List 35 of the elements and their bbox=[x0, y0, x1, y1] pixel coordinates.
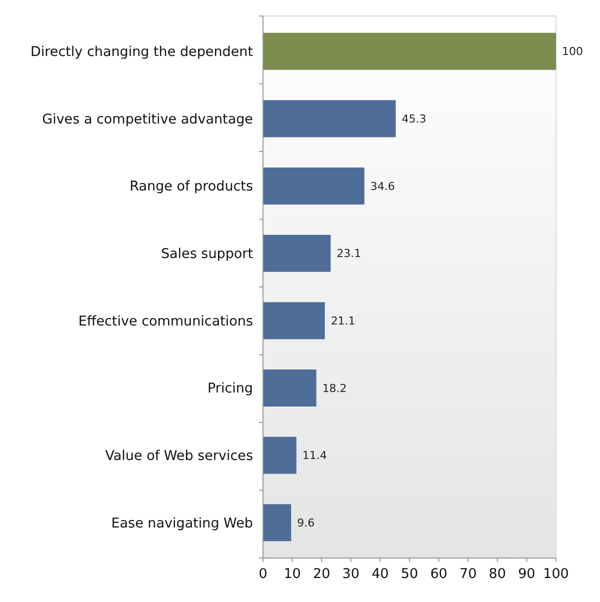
data-label: 18.2 bbox=[322, 382, 347, 395]
y-tick-label: Gives a competitive advantage bbox=[42, 111, 253, 128]
data-label: 34.6 bbox=[370, 180, 395, 193]
x-tick-label: 90 bbox=[518, 566, 536, 582]
bar bbox=[263, 302, 325, 340]
bar bbox=[263, 504, 292, 542]
y-tick-label: Range of products bbox=[130, 178, 253, 195]
data-label: 21.1 bbox=[330, 314, 356, 328]
data-label: 9.6 bbox=[297, 516, 315, 530]
bar bbox=[263, 167, 364, 205]
bar bbox=[263, 234, 331, 272]
y-tick-label: Ease navigating Web bbox=[111, 515, 253, 532]
x-tick-label: 10 bbox=[284, 566, 301, 582]
x-tick-label: 0 bbox=[258, 566, 268, 582]
x-tick-label: 20 bbox=[313, 566, 330, 582]
data-label: 100 bbox=[562, 45, 583, 58]
bar bbox=[263, 32, 556, 70]
data-label: 23.1 bbox=[336, 247, 362, 260]
x-tick-label: 100 bbox=[543, 566, 569, 582]
bar bbox=[263, 436, 296, 474]
bar bbox=[263, 369, 316, 407]
data-label: 11.4 bbox=[302, 449, 327, 462]
y-tick-label: Value of Web services bbox=[105, 448, 253, 464]
x-tick-label: 80 bbox=[488, 566, 506, 582]
y-tick-label: Directly changing the dependent bbox=[30, 44, 253, 60]
x-tick-label: 50 bbox=[400, 566, 418, 582]
x-tick-label: 70 bbox=[460, 566, 477, 582]
x-tick-label: 30 bbox=[342, 566, 360, 582]
x-tick-label: 60 bbox=[430, 566, 448, 582]
y-tick-label: Sales support bbox=[160, 246, 253, 262]
x-tick-label: 40 bbox=[372, 566, 389, 582]
bar bbox=[263, 100, 396, 138]
y-tick-label: Effective communications bbox=[78, 313, 253, 330]
y-tick-label: Pricing bbox=[207, 380, 253, 397]
data-label: 45.3 bbox=[402, 112, 426, 126]
